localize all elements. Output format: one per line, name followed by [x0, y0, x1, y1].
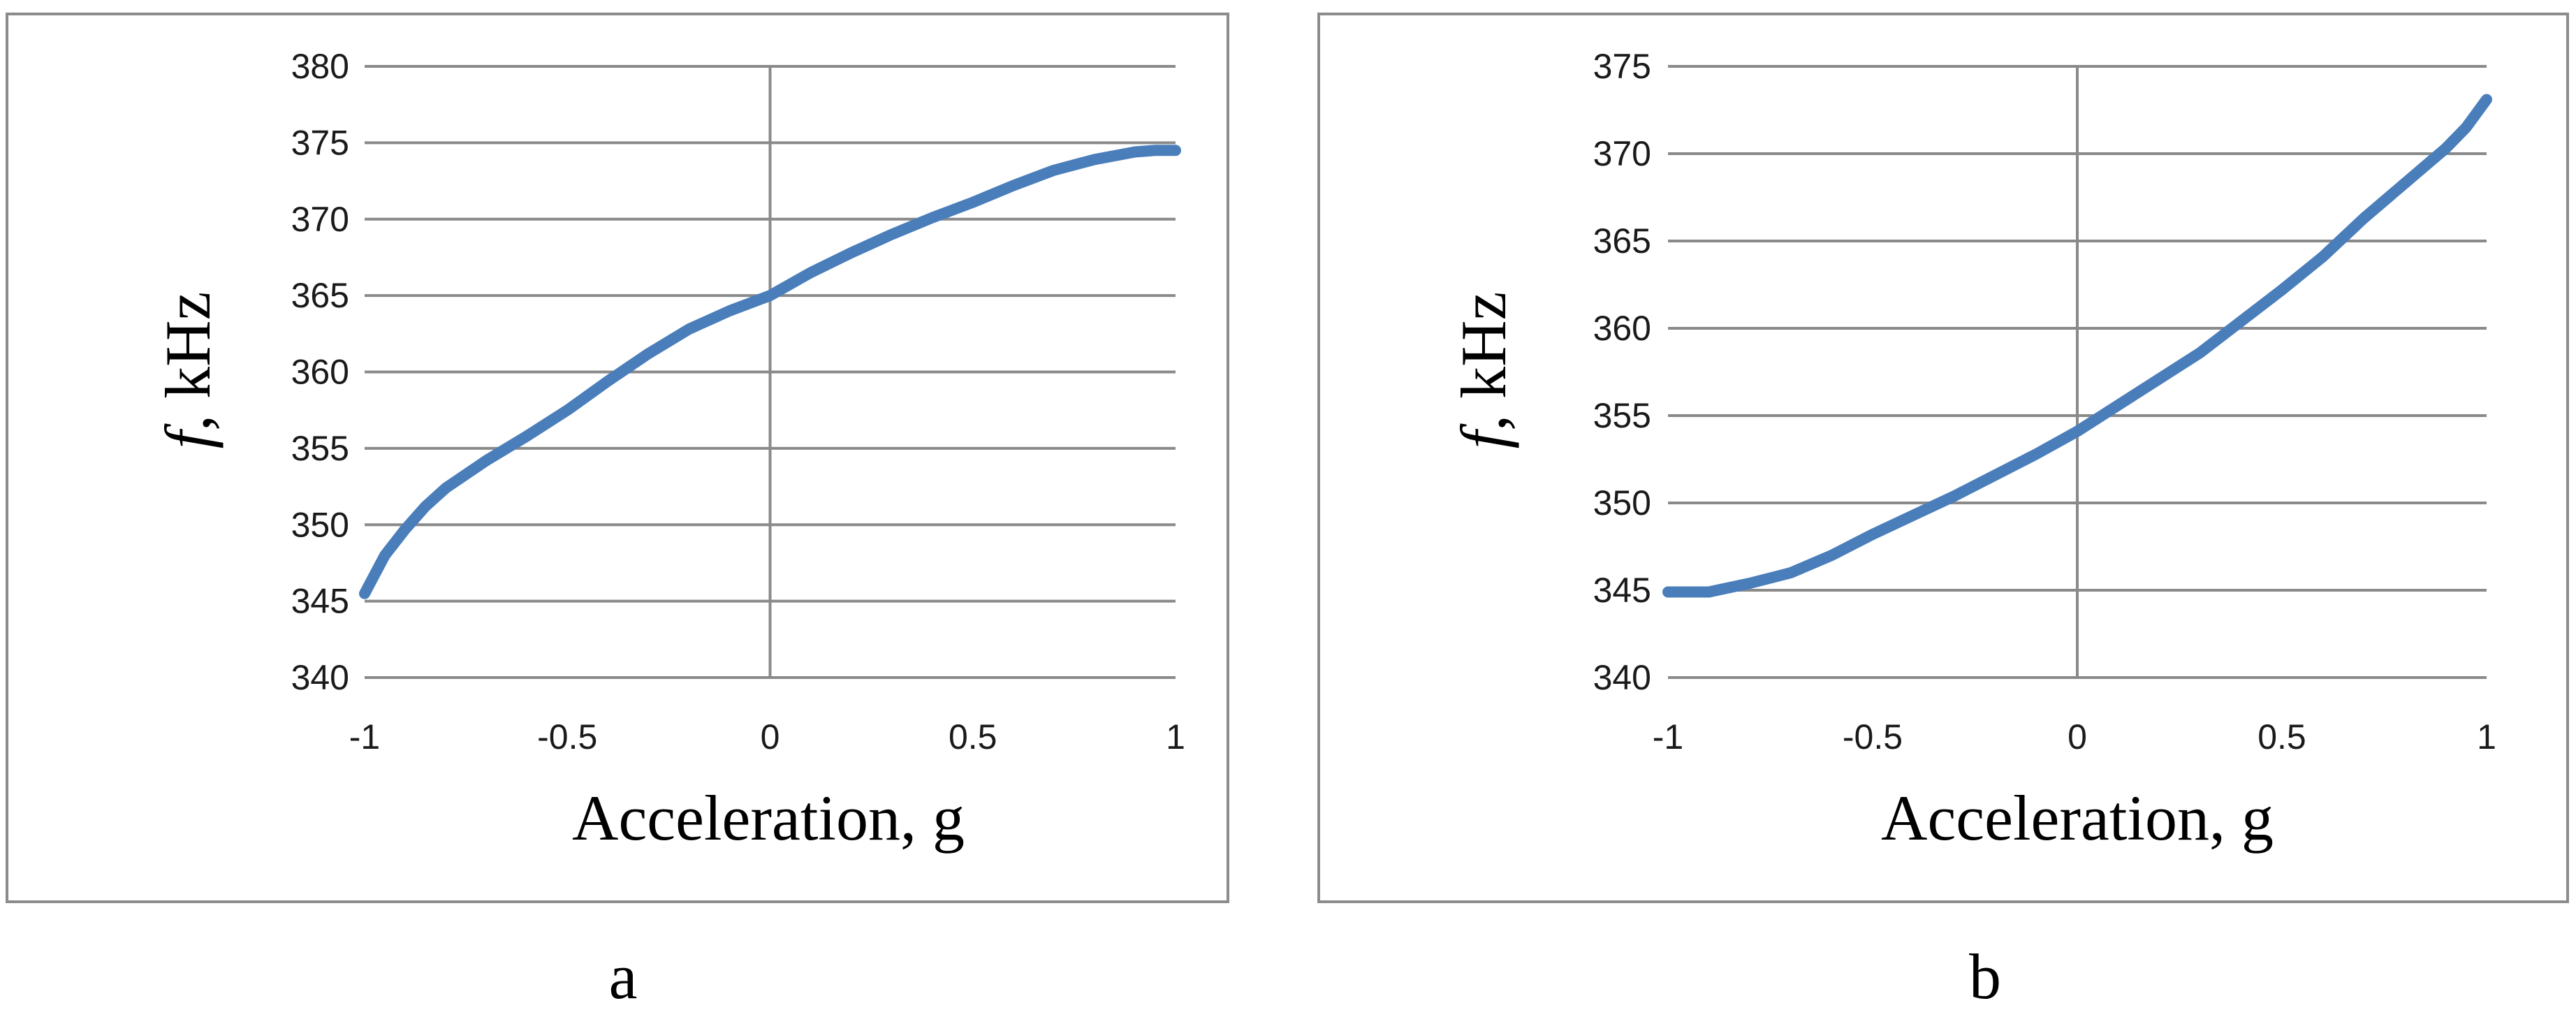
- y-tick-label: 380: [291, 47, 349, 86]
- y-tick-label: 340: [291, 658, 349, 697]
- y-tick-label: 360: [1593, 309, 1651, 348]
- y-tick-label: 355: [291, 429, 349, 468]
- y-axis-title: f, kHz: [152, 292, 224, 449]
- y-tick-label: 355: [1593, 396, 1651, 435]
- x-tick-label: -0.5: [537, 717, 597, 756]
- y-tick-label: 360: [291, 353, 349, 392]
- x-tick-label: 1: [2477, 717, 2496, 756]
- x-axis-title: Acceleration, g: [1881, 782, 2274, 854]
- x-tick-label: 0.5: [949, 717, 997, 756]
- y-axis-title: f, kHz: [1448, 292, 1519, 449]
- x-tick-label: 0: [761, 717, 780, 756]
- y-tick-label: 345: [291, 582, 349, 621]
- series-line: [359, 145, 1181, 599]
- series-line: [1662, 94, 2492, 598]
- y-tick-label: 365: [1593, 221, 1651, 261]
- panel-label-a: a: [608, 941, 638, 1012]
- x-tick-label: 0: [2068, 717, 2087, 756]
- y-tick-label: 340: [1593, 658, 1651, 697]
- y-tick-label: 375: [291, 123, 349, 162]
- y-tick-label: 365: [291, 276, 349, 315]
- y-tick-label: 375: [1593, 47, 1651, 86]
- y-tick-label: 350: [1593, 483, 1651, 522]
- y-axis-unit: , kHz: [152, 292, 224, 431]
- x-tick-label: 0.5: [2257, 717, 2306, 756]
- x-tick-label: -1: [1653, 717, 1683, 756]
- x-axis-title: Acceleration, g: [572, 782, 965, 854]
- x-tick-label: -0.5: [1843, 717, 1903, 756]
- chart-panel-b-frame: [1317, 13, 2569, 903]
- x-tick-label: 1: [1166, 717, 1185, 756]
- x-tick-label: -1: [349, 717, 380, 756]
- chart-panel-a-frame: [6, 13, 1229, 903]
- y-tick-label: 350: [291, 505, 349, 544]
- panel-label-b: b: [1969, 941, 2001, 1012]
- y-tick-label: 345: [1593, 571, 1651, 610]
- y-axis-unit: , kHz: [1448, 292, 1519, 431]
- y-tick-label: 370: [1593, 134, 1651, 173]
- y-tick-label: 370: [291, 200, 349, 239]
